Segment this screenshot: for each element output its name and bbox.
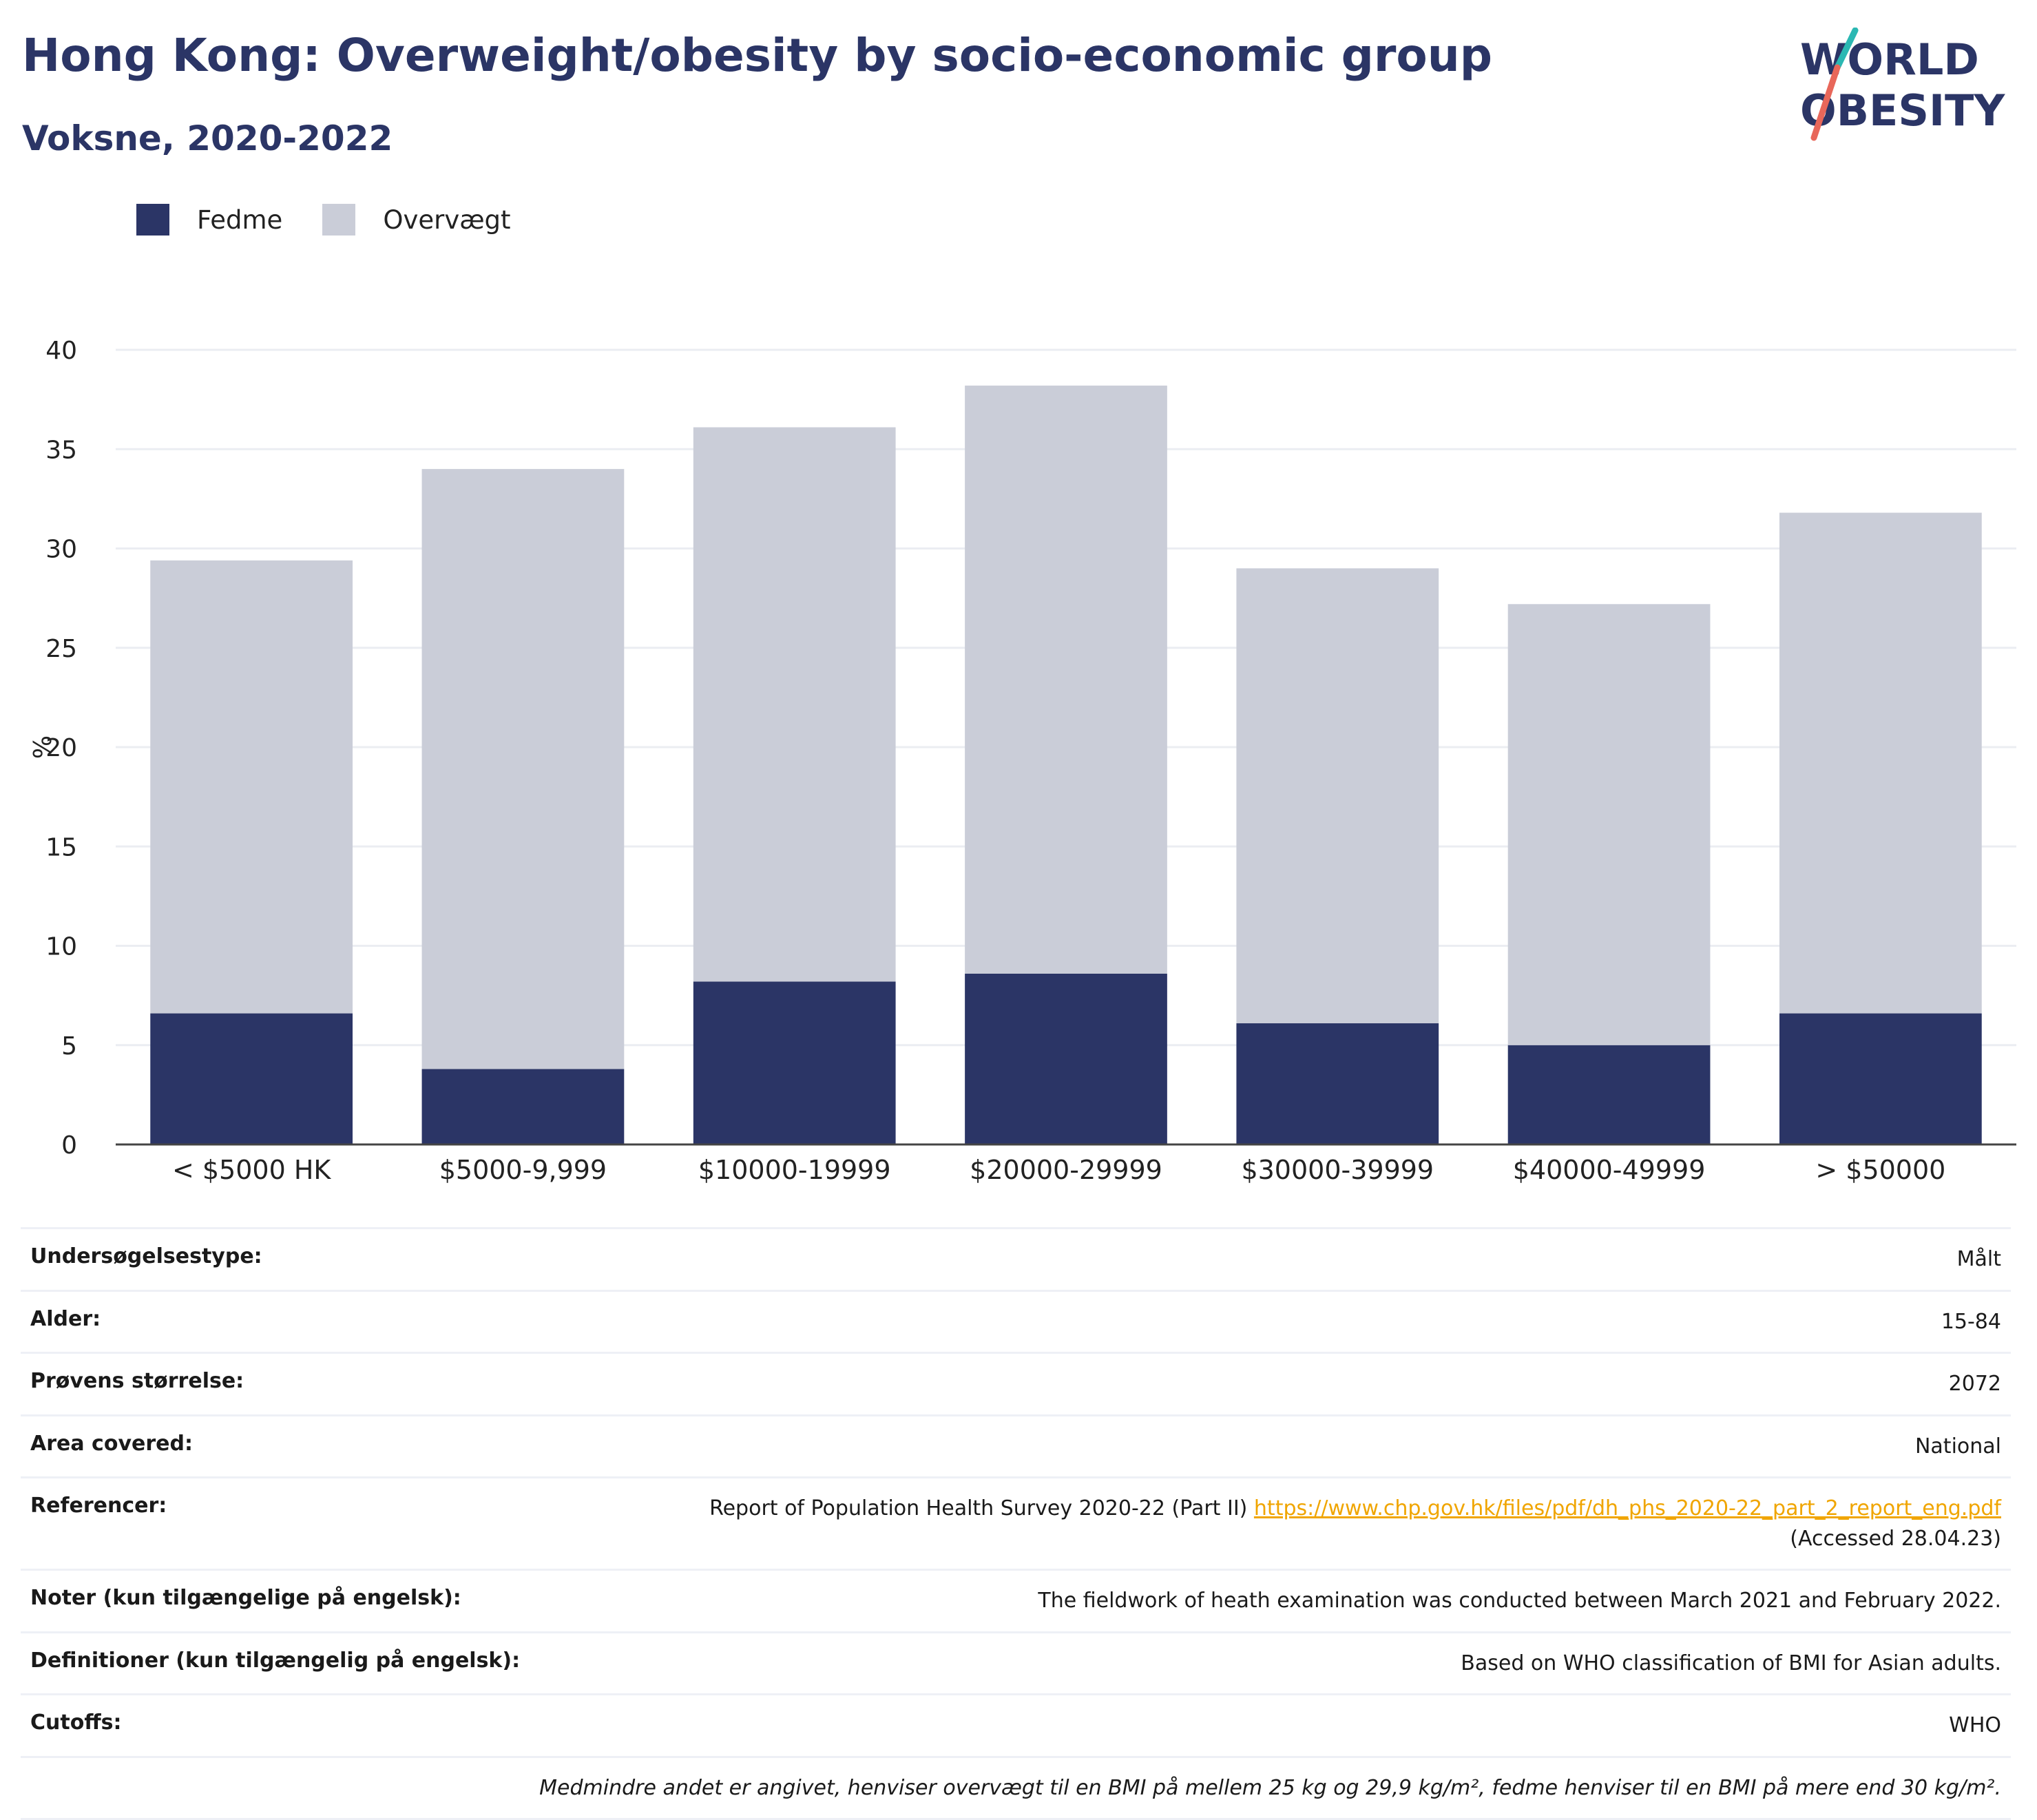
meta-value: WHO <box>577 1693 2011 1757</box>
y-tick-label: 0 <box>61 1131 77 1160</box>
meta-row: Prøvens størrelse: 2072 <box>21 1352 2011 1415</box>
y-tick-label: 25 <box>45 635 77 663</box>
meta-label: Noter (kun tilgængelige på engelsk): <box>21 1569 578 1632</box>
meta-value-text: Målt <box>1956 1247 2001 1271</box>
chart-legend: Fedme Overvægt <box>136 204 551 236</box>
y-tick-label: 5 <box>61 1032 77 1060</box>
meta-row: Undersøgelsestype: Målt <box>21 1227 2011 1290</box>
meta-value: Report of Population Health Survey 2020-… <box>577 1476 2011 1570</box>
bar-obesity <box>1779 1013 1982 1144</box>
bar-obesity <box>1236 1023 1439 1144</box>
meta-label: Undersøgelsestype: <box>21 1227 578 1290</box>
meta-row: Definitioner (kun tilgængelig på engelsk… <box>21 1631 2011 1695</box>
bar-overweight <box>150 560 353 1014</box>
legend-item-overweight[interactable]: Overvægt <box>322 204 511 236</box>
y-tick-label: 30 <box>45 536 77 564</box>
bar-obesity <box>693 981 896 1144</box>
meta-value: National <box>577 1414 2011 1478</box>
meta-row: Referencer: Report of Population Health S… <box>21 1476 2011 1570</box>
y-tick-label: 35 <box>45 436 77 464</box>
meta-row: Alder: 15-84 <box>21 1289 2011 1353</box>
meta-value-text: Report of Population Health Survey 2020-… <box>709 1496 1248 1520</box>
x-tick-label: $5000-9,999 <box>439 1155 607 1185</box>
meta-value: 2072 <box>577 1352 2011 1415</box>
bar-obesity <box>1507 1045 1711 1144</box>
meta-value-text: National <box>1914 1434 2001 1458</box>
meta-value-text: WHO <box>1949 1713 2001 1737</box>
meta-value-text: 15-84 <box>1941 1309 2001 1334</box>
bar-obesity <box>421 1069 625 1144</box>
meta-row: Cutoffs: WHO <box>21 1693 2011 1757</box>
legend-item-obesity[interactable]: Fedme <box>136 204 282 236</box>
meta-label: Alder: <box>21 1289 578 1353</box>
logo-line2: OBESITY <box>1800 85 2005 136</box>
y-tick-label: 15 <box>45 833 77 861</box>
logo-line1: WORLD <box>1800 34 1979 85</box>
bar-obesity <box>965 973 1167 1144</box>
legend-label-overweight: Overvægt <box>383 205 511 235</box>
survey-details-table: Undersøgelsestype: Målt Alder: 15-84 Prøvens… <box>21 1227 2011 1820</box>
meta-value: Målt <box>577 1227 2011 1290</box>
meta-value-text: The fieldwork of heath examination was c… <box>1038 1589 2001 1613</box>
meta-value: The fieldwork of heath examination was c… <box>577 1569 2011 1632</box>
meta-value: 15-84 <box>577 1289 2011 1353</box>
reference-link[interactable]: https://www.chp.gov.hk/files/pdf/dh_phs_… <box>1253 1496 2001 1520</box>
meta-value-text: 2072 <box>1948 1372 2001 1396</box>
meta-value-text: Based on WHO classification of BMI for A… <box>1461 1651 2001 1675</box>
legend-swatch-obesity <box>136 204 169 236</box>
bar-obesity <box>150 1013 353 1144</box>
meta-row: Area covered: National <box>21 1414 2011 1478</box>
page-subtitle: Voksne, 2020-2022 <box>22 118 393 158</box>
world-obesity-logo: WORLD OBESITY <box>1800 28 2005 141</box>
meta-label: Cutoffs: <box>21 1693 578 1757</box>
bar-overweight <box>1507 604 1711 1045</box>
meta-label: Area covered: <box>21 1414 578 1478</box>
bar-overweight <box>1779 512 1982 1014</box>
bar-overweight <box>965 385 1167 974</box>
legend-label-obesity: Fedme <box>197 205 283 235</box>
page-title: Hong Kong: Overweight/obesity by socio-e… <box>22 29 1492 82</box>
y-axis-label: % <box>29 735 57 759</box>
y-tick-label: 20 <box>45 734 77 762</box>
bar-overweight <box>693 427 896 982</box>
y-tick-label: 10 <box>45 933 77 961</box>
meta-label: Definitioner (kun tilgængelig på engelsk… <box>21 1631 578 1695</box>
meta-value: Based on WHO classification of BMI for A… <box>577 1631 2011 1695</box>
footnote-row: Medmindre andet er angivet, henviser ove… <box>21 1755 2011 1820</box>
x-tick-label: > $50000 <box>1815 1155 1945 1185</box>
accessed-date: (Accessed 28.04.23) <box>1790 1526 2001 1551</box>
x-tick-label: $40000-49999 <box>1513 1155 1706 1185</box>
x-tick-label: $30000-39999 <box>1241 1155 1434 1185</box>
footnote: Medmindre andet er angivet, henviser ove… <box>21 1755 2011 1820</box>
legend-swatch-overweight <box>322 204 356 236</box>
logo-coral-stroke <box>1810 64 1841 141</box>
x-tick-label: $10000-19999 <box>698 1155 891 1185</box>
logo-teal-stroke <box>1834 28 1859 71</box>
meta-label: Prøvens størrelse: <box>21 1352 578 1415</box>
bar-overweight <box>1236 568 1439 1024</box>
meta-label: Referencer: <box>21 1476 578 1570</box>
x-tick-label: < $5000 HK <box>172 1155 331 1185</box>
y-tick-label: 40 <box>45 337 77 365</box>
bar-chart: 0 5 10 15 20 25 30 35 40% < $5000 HK $5000-9,999 $1… <box>29 337 2016 1185</box>
bar-overweight <box>421 469 625 1069</box>
x-tick-label: $20000-29999 <box>970 1155 1162 1185</box>
meta-row: Noter (kun tilgængelige på engelsk): The … <box>21 1569 2011 1632</box>
